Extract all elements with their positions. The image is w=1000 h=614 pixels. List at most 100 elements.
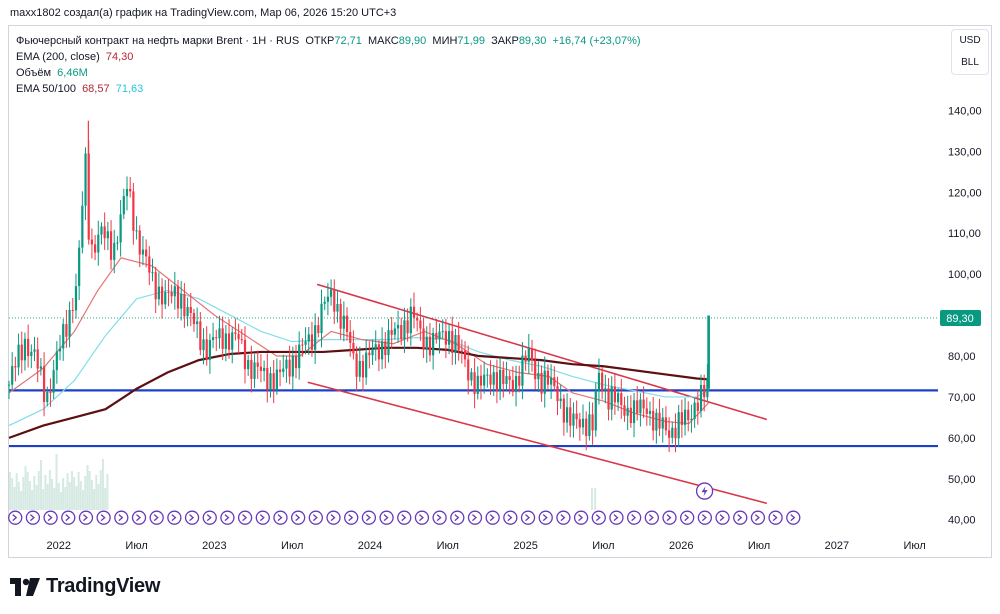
volume-bar — [24, 466, 27, 510]
candle-body — [546, 370, 550, 385]
candle-body — [632, 400, 636, 424]
event-marker-icon — [666, 514, 672, 522]
currency-selector[interactable]: USD BLL — [951, 29, 989, 75]
event-marker-icon — [259, 514, 265, 522]
candle-body — [90, 239, 94, 245]
x-tick-label: Июл — [592, 540, 614, 552]
candle-body — [151, 272, 154, 274]
event-marker — [344, 510, 359, 525]
candle-body — [176, 286, 180, 309]
volume-bar — [53, 488, 56, 510]
candle-body — [505, 376, 508, 384]
x-tick-label: Июл — [281, 540, 303, 552]
event-marker-icon — [489, 514, 495, 522]
legend-symbol[interactable]: Фьючерсный контракт на нефть марки Brent… — [16, 35, 300, 47]
candle-body — [250, 359, 253, 379]
event-marker — [326, 510, 341, 525]
event-marker — [61, 510, 76, 525]
event-marker-icon — [401, 514, 407, 522]
candle-body — [591, 414, 594, 431]
candle-body — [355, 353, 358, 377]
candle-body — [396, 324, 400, 329]
candle-body — [170, 292, 173, 297]
legend-ohlc-row: Фьючерсный контракт на нефть марки Brent… — [16, 33, 641, 49]
candle-body — [109, 231, 113, 260]
event-marker — [786, 510, 801, 525]
candle-body — [604, 388, 607, 391]
y-tick-label: 130,00 — [948, 146, 982, 158]
event-marker-icon — [631, 514, 637, 522]
candle-body — [186, 306, 189, 317]
candle-body — [616, 393, 620, 403]
event-marker — [96, 510, 111, 525]
candle-body — [489, 374, 492, 385]
volume-bar — [75, 486, 78, 510]
candle-body — [141, 249, 145, 255]
x-tick-label: Июл — [125, 540, 147, 552]
candle-body — [7, 384, 11, 386]
event-marker — [291, 510, 306, 525]
volume-bar — [70, 471, 73, 510]
volume-bar — [26, 472, 29, 510]
candle-body — [154, 272, 157, 300]
candle-body — [65, 324, 68, 337]
candle-body — [17, 344, 20, 368]
candle-body — [406, 320, 409, 334]
volume-bar — [51, 479, 54, 510]
event-marker-icon — [171, 514, 177, 522]
legend-ema200-row[interactable]: EMA (200, close) 74,30 — [16, 49, 641, 65]
candle-body — [390, 330, 393, 335]
event-marker-icon — [472, 514, 477, 522]
candle-body — [435, 332, 438, 340]
event-marker — [503, 510, 518, 525]
candle-body — [148, 256, 151, 273]
y-tick-label: 80,00 — [948, 351, 976, 363]
candle-body — [329, 289, 333, 297]
volume-bar — [77, 472, 80, 510]
candle-body — [333, 289, 336, 312]
candle-body — [227, 333, 231, 350]
candle-body — [543, 370, 546, 394]
x-tick-label: 2026 — [669, 540, 693, 552]
candle-body — [14, 366, 17, 368]
candle-body — [282, 368, 285, 372]
candle-body — [215, 337, 218, 339]
legend-volume-row[interactable]: Объём 6,46M — [16, 65, 641, 81]
candle-body — [467, 359, 470, 381]
legend-close: 89,30 — [518, 35, 547, 47]
footer-brand: TradingView — [10, 575, 160, 598]
candle-body — [661, 417, 664, 429]
event-marker-icon — [12, 514, 18, 522]
event-marker-icon — [578, 514, 584, 522]
y-tick-label: 70,00 — [948, 392, 976, 404]
candle-body — [33, 349, 36, 352]
candle-body — [361, 360, 365, 378]
candle-body — [49, 391, 52, 393]
legend-ema50-100-row[interactable]: EMA 50/100 68,57 71,63 — [16, 81, 641, 97]
legend-low-label: МИН — [432, 35, 458, 47]
event-marker — [149, 510, 164, 525]
currency-measure[interactable]: BLL — [961, 57, 979, 68]
candle-body — [553, 377, 556, 387]
candle-body — [680, 412, 683, 425]
candle-body — [534, 360, 537, 380]
candle-body — [52, 370, 55, 393]
event-marker — [485, 510, 500, 525]
volume-bar — [13, 487, 16, 510]
candle-body — [607, 388, 610, 410]
candle-body — [11, 366, 14, 385]
event-marker — [538, 510, 553, 525]
candle-body — [492, 372, 495, 385]
x-tick-label: 2023 — [202, 540, 226, 552]
candle-body — [349, 331, 352, 343]
candle-body — [365, 352, 368, 378]
candle-body — [119, 214, 122, 243]
currency-unit[interactable]: USD — [959, 35, 981, 46]
candle-body — [409, 306, 412, 334]
candle-body — [690, 418, 693, 421]
event-marker — [768, 510, 783, 525]
candle-body — [521, 355, 524, 386]
event-marker — [167, 510, 182, 525]
candle-body — [562, 398, 565, 423]
